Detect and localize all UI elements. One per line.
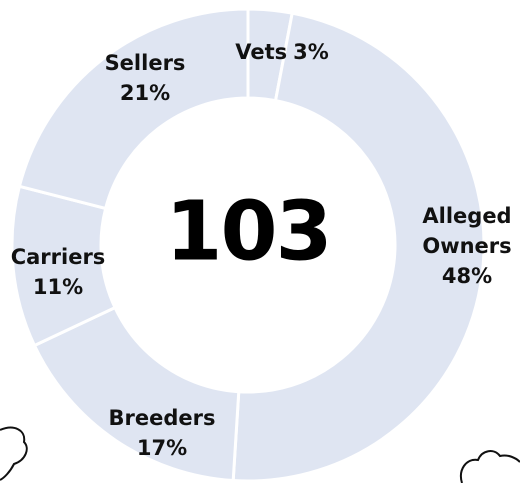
slice-label: Sellers 21% bbox=[85, 48, 205, 108]
center-total: 103 bbox=[165, 184, 332, 280]
slice-label: Carriers 11% bbox=[0, 242, 118, 302]
category-label: Sellers bbox=[104, 51, 186, 75]
donut-slice bbox=[231, 11, 486, 483]
category-label: Breeders bbox=[108, 406, 216, 430]
value-label: 3% bbox=[293, 40, 329, 64]
decor-doodle bbox=[460, 450, 520, 483]
value-label: 48% bbox=[441, 264, 493, 288]
value-label: 17% bbox=[136, 436, 188, 460]
slice-label: Breeders 17% bbox=[92, 403, 232, 463]
decor-doodle bbox=[0, 426, 28, 481]
category-label: Alleged Owners bbox=[422, 204, 512, 258]
slice-label: Alleged Owners 48% bbox=[412, 201, 520, 291]
category-label: Carriers bbox=[10, 245, 106, 269]
donut-slice bbox=[17, 7, 250, 211]
category-label: Vets bbox=[235, 40, 288, 64]
slice-label: Vets 3% bbox=[212, 37, 352, 67]
value-label: 11% bbox=[32, 275, 84, 299]
value-label: 21% bbox=[119, 81, 171, 105]
